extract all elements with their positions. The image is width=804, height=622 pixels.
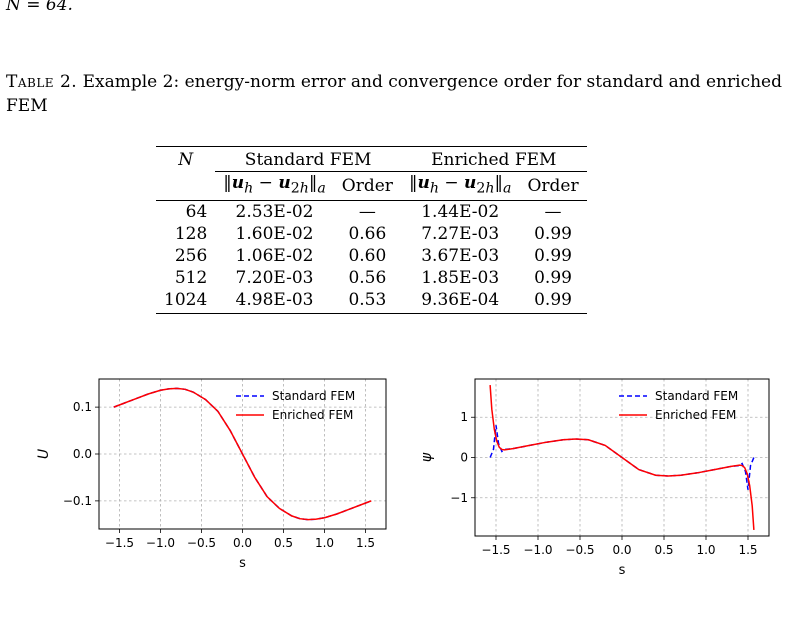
x-tick-label: 0.0: [612, 543, 631, 557]
x-tick-label: −1.0: [146, 536, 175, 550]
enr-order-cell: —: [544, 202, 562, 223]
plot-2: −1.5 −1.0 −0.5 0.0 0.5 1.0 1.5 −1 0 1 s ψ Standard F…: [419, 378, 770, 578]
n-header: N: [178, 150, 194, 171]
x-tick-label: −1.0: [523, 543, 552, 557]
x-tick-label: 1.5: [738, 543, 757, 557]
x-tick-label: −1.5: [105, 536, 134, 550]
n-cell: 1024: [164, 290, 208, 311]
x-axis-label: s: [619, 563, 626, 578]
table-body: 64 2.53E-02 — 1.44E-02 — 128 1.60E-02 0.66 7.27E…: [156, 201, 587, 314]
y-tick-label: −0.1: [63, 494, 92, 508]
std-order-cell: 0.60: [348, 246, 387, 267]
x-tick-label: 1.0: [315, 536, 334, 550]
enr-error-cell: 9.36E-04: [421, 290, 500, 311]
y-tick-label: −1: [450, 491, 468, 505]
y-axis-label: U: [36, 449, 52, 459]
std-error-cell: 2.53E-02: [235, 202, 314, 223]
table-row: 64 2.53E-02 — 1.44E-02 —: [156, 201, 587, 224]
table-row: 256 1.06E-02 0.60 3.67E-03 0.99: [156, 245, 587, 267]
enr-error-cell: 3.67E-03: [421, 246, 500, 267]
std-error-cell: 7.20E-03: [235, 268, 314, 289]
legend: Standard FEM Enriched FEM: [236, 389, 355, 422]
y-axis-label: ψ: [419, 452, 435, 462]
enr-error-norm-header: ‖uh − u2h‖a: [400, 171, 520, 202]
legend-label: Enriched FEM: [655, 408, 736, 422]
table-header-row: N Standard FEM Enriched FEM: [156, 146, 587, 172]
x-tick-label: 0.5: [654, 543, 673, 557]
std-error-cell: 4.98E-03: [235, 290, 314, 311]
y-tick-label: 0.1: [73, 400, 92, 414]
x-tick-label: −0.5: [187, 536, 216, 550]
x-tick-label: −1.5: [481, 543, 510, 557]
std-order-cell: 0.53: [348, 290, 387, 311]
x-tick-label: 0.5: [274, 536, 293, 550]
enr-error-cell: 1.44E-02: [421, 202, 500, 223]
x-tick-label: 0.0: [233, 536, 252, 550]
x-tick-label: 1.0: [696, 543, 715, 557]
standard-fem-header: Standard FEM: [215, 146, 401, 172]
y-tick-label: 1: [460, 410, 468, 424]
results-table: N Standard FEM Enriched FEM ‖uh − u2h‖a …: [156, 146, 587, 315]
std-order-cell: 0.56: [348, 268, 387, 289]
x-tick-label: 1.5: [356, 536, 375, 550]
intro-fragment: N = 64.: [6, 0, 73, 15]
std-order-cell: —: [358, 202, 376, 223]
enr-order-cell: 0.99: [534, 224, 572, 245]
std-error-cell: 1.60E-02: [235, 224, 314, 245]
plot-1: −1.5 −1.0 −0.5 0.0 0.5 1.0 1.5 −0.1 0.0 0.1 s U Stan…: [36, 378, 387, 571]
enr-order-header: Order: [519, 171, 587, 202]
n-cell: 512: [174, 268, 208, 289]
enr-error-cell: 7.27E-03: [421, 224, 500, 245]
table-row: 128 1.60E-02 0.66 7.27E-03 0.99: [156, 223, 587, 245]
series-line-enriched: [113, 387, 372, 521]
legend: Standard FEM Enriched FEM: [619, 389, 738, 422]
enr-order-cell: 0.99: [534, 246, 572, 267]
x-tick-label: −0.5: [565, 543, 594, 557]
n-cell: 128: [174, 224, 208, 245]
legend-label: Standard FEM: [655, 389, 738, 403]
enr-error-cell: 1.85E-03: [421, 268, 500, 289]
table-subheader-row: ‖uh − u2h‖a Order ‖uh − u2h‖a Order: [156, 171, 587, 202]
std-error-cell: 1.06E-02: [235, 246, 314, 267]
table-row: 512 7.20E-03 0.56 1.85E-03 0.99: [156, 267, 587, 289]
n-cell: 256: [174, 246, 208, 267]
n-cell: 64: [185, 202, 208, 223]
legend-label: Enriched FEM: [272, 408, 353, 422]
enr-order-cell: 0.99: [534, 268, 572, 289]
intro-text: N = 64.: [6, 0, 802, 18]
x-axis-label: s: [239, 556, 246, 571]
table-caption-label: Table 2.: [6, 72, 78, 92]
table-caption: Table 2. Example 2: energy-norm error an…: [6, 70, 796, 118]
std-order-cell: 0.66: [348, 224, 387, 245]
subheader-blank: [156, 171, 216, 202]
series-line-enriched: [489, 384, 755, 531]
y-tick-label: 0.0: [73, 447, 92, 461]
y-tick-label: 0: [460, 451, 468, 465]
enriched-fem-header: Enriched FEM: [400, 146, 587, 172]
table-row: 1024 4.98E-03 0.53 9.36E-04 0.99: [156, 289, 587, 314]
enr-order-cell: 0.99: [534, 290, 572, 311]
std-error-norm-header: ‖uh − u2h‖a: [215, 171, 334, 202]
table-caption-text: Example 2: energy-norm error and converg…: [6, 72, 782, 116]
std-order-header: Order: [333, 171, 401, 202]
legend-label: Standard FEM: [272, 389, 355, 403]
